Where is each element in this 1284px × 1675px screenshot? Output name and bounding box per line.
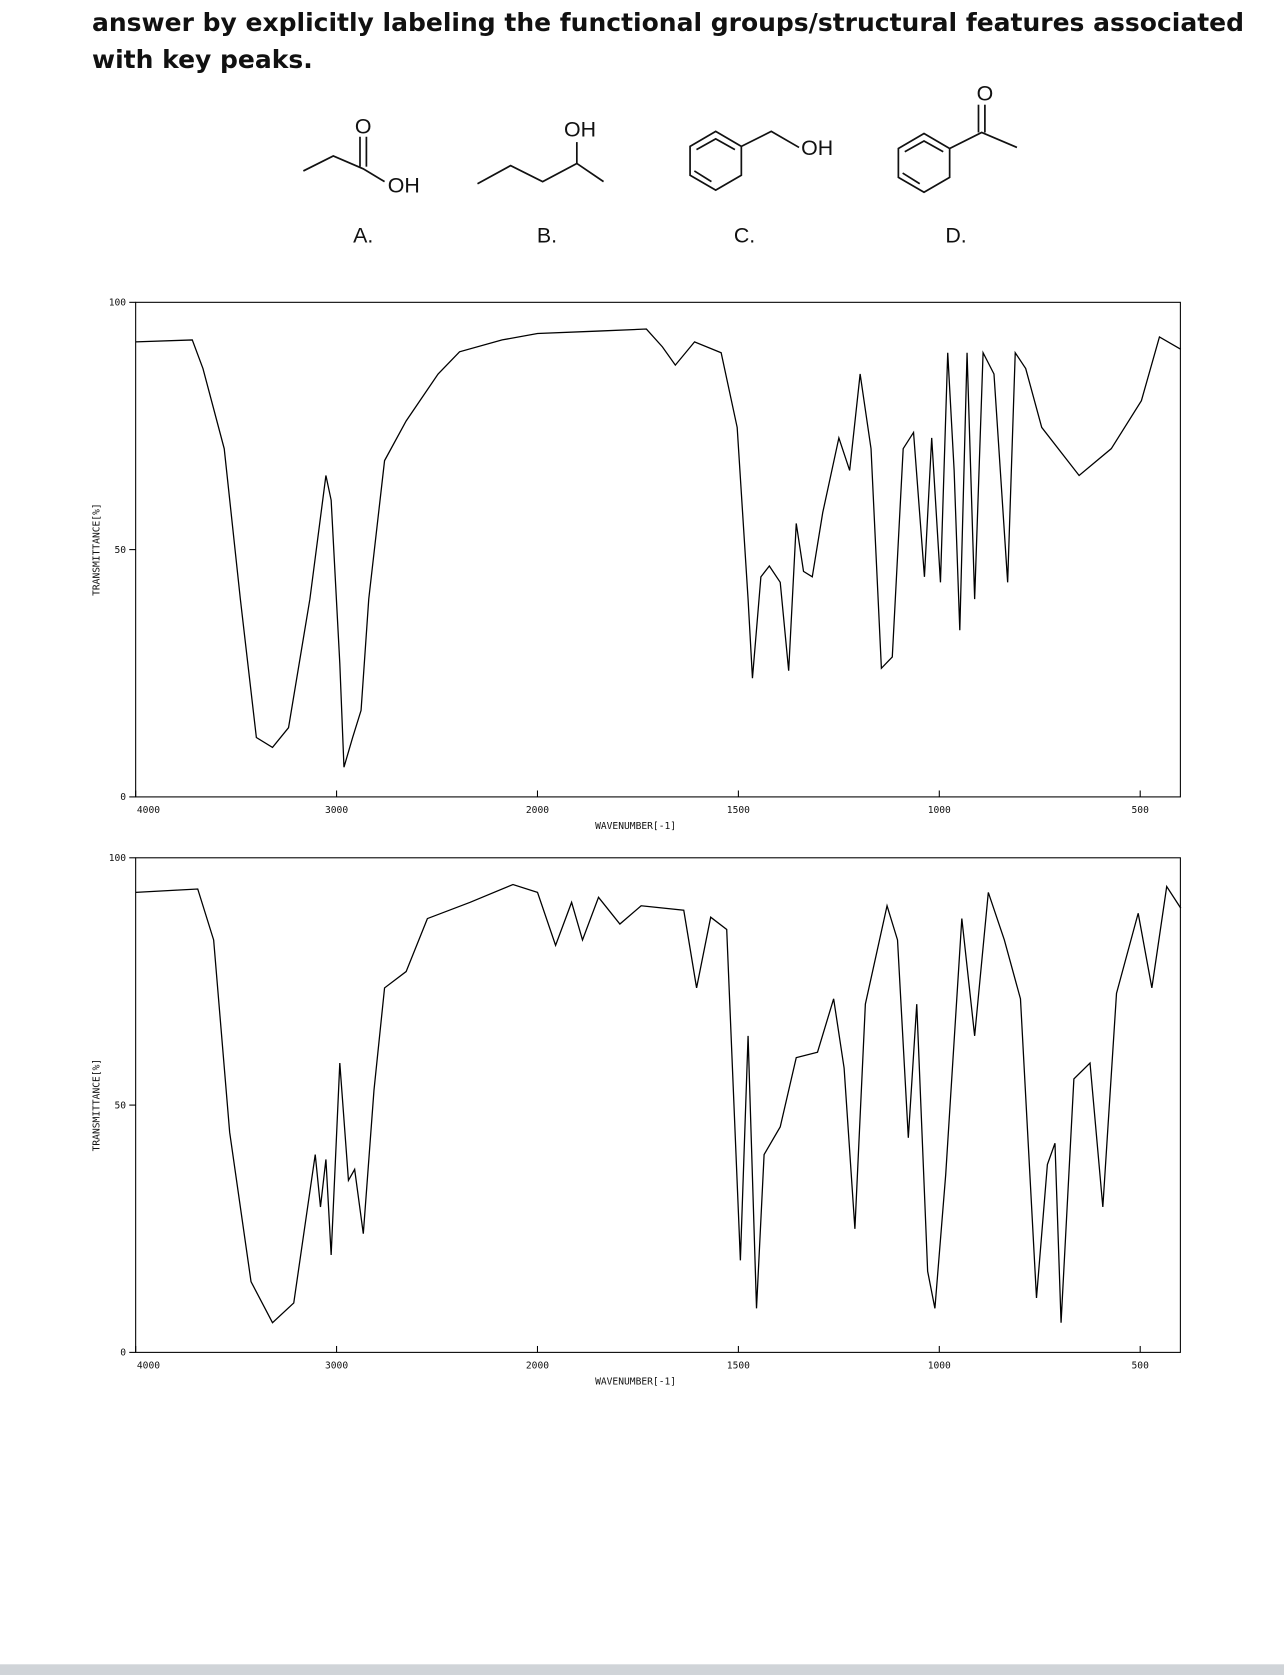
bond <box>740 130 800 149</box>
bond <box>477 162 605 185</box>
bond <box>302 155 385 183</box>
ring <box>897 132 951 194</box>
ring <box>689 130 743 192</box>
plot-frame <box>135 857 1181 1353</box>
x-tick-label: 2000 <box>526 805 549 816</box>
atom-label: O <box>977 81 994 105</box>
bond <box>949 131 1018 150</box>
x-axis-label: WAVENUMBER[-1] <box>595 1376 676 1387</box>
structure-label: B. <box>537 224 557 248</box>
y-tick-label: 50 <box>114 545 126 556</box>
y-tick-label: 50 <box>114 1100 126 1111</box>
x-tick-label: 3000 <box>325 1360 348 1371</box>
atom-label: OH <box>564 118 596 142</box>
x-tick-label: 1500 <box>727 805 750 816</box>
bottom-bar <box>0 1664 1284 1675</box>
x-axis-label: WAVENUMBER[-1] <box>595 821 676 832</box>
y-tick-label: 0 <box>120 1348 126 1359</box>
y-axis-label: TRANSMITTANCE[%] <box>91 1059 102 1152</box>
x-tick-label: 500 <box>1132 805 1150 816</box>
y-tick-label: 100 <box>109 853 127 864</box>
x-tick-label: 4000 <box>137 1360 160 1371</box>
atom-label: O <box>355 115 372 139</box>
y-tick-label: 100 <box>109 298 127 309</box>
bond <box>904 140 944 153</box>
x-tick-label: 1500 <box>727 1360 750 1371</box>
bond <box>696 137 736 151</box>
structures <box>302 104 1018 194</box>
atom-label: OH <box>801 136 833 160</box>
bond <box>693 170 712 183</box>
y-tick-label: 0 <box>120 792 126 803</box>
spectrum-line <box>135 883 1182 1324</box>
x-tick-label: 3000 <box>325 805 348 816</box>
bond <box>902 172 921 185</box>
x-tick-label: 1000 <box>928 1360 951 1371</box>
x-tick-label: 4000 <box>137 805 160 816</box>
x-tick-label: 1000 <box>928 805 951 816</box>
x-tick-label: 2000 <box>526 1360 549 1371</box>
plot-frame <box>135 301 1181 798</box>
atom-label: OH <box>388 173 420 197</box>
spectrum-line <box>135 328 1182 768</box>
y-axis-label: TRANSMITTANCE[%] <box>91 503 102 596</box>
structure-label: C. <box>734 224 755 248</box>
x-tick-label: 500 <box>1132 1360 1150 1371</box>
structure-label: A. <box>353 224 373 248</box>
structure-label: D. <box>945 224 966 248</box>
question-text: answer by explicitly labeling the functi… <box>92 8 1245 74</box>
